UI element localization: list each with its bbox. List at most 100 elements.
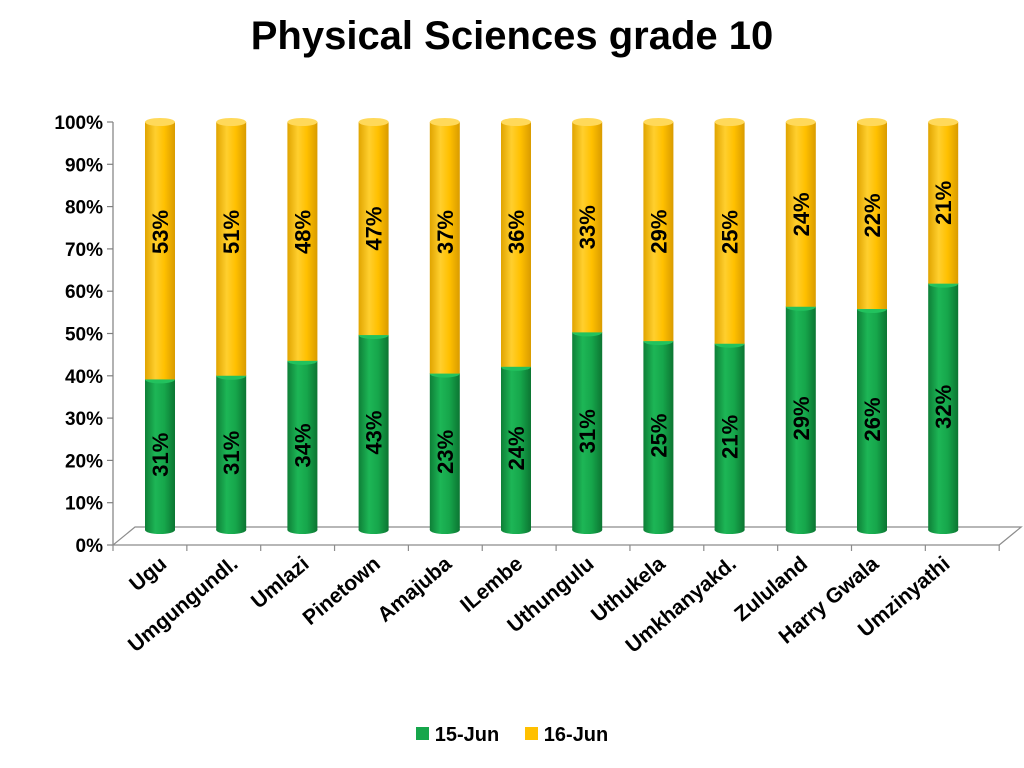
y-tick-label: 90% xyxy=(65,155,103,176)
bar-body-15-Jun xyxy=(928,283,959,530)
bar-base xyxy=(216,526,247,534)
bar-base xyxy=(429,526,460,534)
bar-body-16-Jun xyxy=(785,122,816,307)
y-tick-label: 0% xyxy=(76,536,104,557)
bar-body-16-Jun xyxy=(857,122,887,309)
bar-top xyxy=(216,118,247,126)
data-label-16-Jun: 53% xyxy=(148,210,173,254)
bar-top xyxy=(643,118,674,126)
bar-1-1 xyxy=(216,118,247,376)
data-label-16-Jun: 51% xyxy=(219,210,244,254)
bar-top xyxy=(928,118,959,126)
y-tick-label: 40% xyxy=(65,367,103,388)
bar-body-16-Jun xyxy=(501,122,531,367)
data-label-16-Jun: 33% xyxy=(575,205,600,249)
bar-body-16-Jun xyxy=(358,122,389,336)
bar-body-15-Jun xyxy=(287,360,318,530)
bar-1-11 xyxy=(928,118,959,284)
bar-top xyxy=(145,118,175,126)
y-tick-label: 20% xyxy=(65,451,103,472)
bar-base xyxy=(572,526,603,534)
bar-top xyxy=(785,118,816,126)
x-tick-label: Pinetown xyxy=(299,552,385,630)
bar-base xyxy=(358,526,389,534)
bar-base xyxy=(501,526,531,534)
y-tick-label: 70% xyxy=(65,240,103,261)
bar-1-9 xyxy=(785,118,816,307)
bar-1-6 xyxy=(572,118,603,333)
bar-body-15-Jun xyxy=(501,366,531,530)
data-label-16-Jun: 48% xyxy=(290,210,315,254)
bar-body-15-Jun xyxy=(714,343,745,530)
bar-0-2 xyxy=(287,356,318,534)
data-label-15-Jun: 31% xyxy=(575,409,600,453)
bar-0-4 xyxy=(429,369,460,534)
chart-title: Physical Sciences grade 10 xyxy=(250,14,774,58)
bar-body-15-Jun xyxy=(572,332,603,530)
bar-body-15-Jun xyxy=(785,306,816,530)
y-tick-label: 80% xyxy=(65,198,103,219)
y-tick-label: 60% xyxy=(65,282,103,303)
bar-body-16-Jun xyxy=(572,122,603,333)
data-label-16-Jun: 47% xyxy=(362,207,387,251)
bar-body-15-Jun xyxy=(857,309,887,530)
bar-top xyxy=(572,118,603,126)
bar-1-3 xyxy=(358,118,389,336)
bar-base xyxy=(287,526,318,534)
data-label-16-Jun: 22% xyxy=(860,193,885,237)
data-label-15-Jun: 23% xyxy=(433,430,458,474)
bar-0-5 xyxy=(501,362,531,534)
legend-swatch-yellow xyxy=(524,727,538,741)
bar-1-5 xyxy=(501,118,531,367)
legend-label: 15-Jun xyxy=(434,724,500,746)
legend-item-16-jun: 16-Jun xyxy=(524,724,609,747)
data-label-15-Jun: 29% xyxy=(789,396,814,440)
bar-body-15-Jun xyxy=(358,335,389,530)
bar-1-4 xyxy=(429,118,460,374)
bar-0-11 xyxy=(928,279,959,534)
y-tick-label: 10% xyxy=(65,494,103,515)
bar-top xyxy=(501,118,531,126)
bar-body-16-Jun xyxy=(145,122,175,380)
bar-0-0 xyxy=(145,375,175,534)
bar-base xyxy=(714,526,745,534)
data-label-15-Jun: 43% xyxy=(362,411,387,455)
data-label-15-Jun: 31% xyxy=(148,433,173,477)
legend-label: 16-Jun xyxy=(543,724,609,746)
bar-1-0 xyxy=(145,118,175,380)
data-label-15-Jun: 26% xyxy=(860,397,885,441)
bar-1-7 xyxy=(643,118,674,342)
bar-base xyxy=(643,526,674,534)
data-label-15-Jun: 21% xyxy=(718,415,743,459)
bar-base xyxy=(145,526,175,534)
bar-body-16-Jun xyxy=(287,122,318,361)
data-label-15-Jun: 31% xyxy=(219,431,244,475)
data-label-15-Jun: 32% xyxy=(931,385,956,429)
bar-body-16-Jun xyxy=(714,122,745,344)
y-tick-label: 30% xyxy=(65,409,103,430)
bar-body-16-Jun xyxy=(928,122,959,284)
data-label-16-Jun: 36% xyxy=(504,210,529,254)
data-label-16-Jun: 21% xyxy=(931,181,956,225)
legend-item-15-jun: 15-Jun xyxy=(415,724,500,747)
bar-0-7 xyxy=(643,337,674,534)
bar-body-15-Jun xyxy=(145,379,175,530)
bar-0-3 xyxy=(358,331,389,534)
data-label-15-Jun: 34% xyxy=(290,423,315,467)
data-label-16-Jun: 37% xyxy=(433,210,458,254)
data-label-16-Jun: 25% xyxy=(718,210,743,254)
data-label-15-Jun: 24% xyxy=(504,426,529,470)
bar-base xyxy=(857,526,887,534)
bar-body-15-Jun xyxy=(643,341,674,530)
bar-body-16-Jun xyxy=(643,122,674,342)
bar-base xyxy=(785,526,816,534)
bar-top xyxy=(429,118,460,126)
bar-body-15-Jun xyxy=(216,375,247,530)
x-tick-label: Amajuba xyxy=(373,552,456,627)
x-tick-label: Ugu xyxy=(125,552,171,596)
bar-top xyxy=(287,118,318,126)
bar-top xyxy=(714,118,745,126)
data-label-16-Jun: 24% xyxy=(789,192,814,236)
y-tick-label: 100% xyxy=(54,113,103,134)
